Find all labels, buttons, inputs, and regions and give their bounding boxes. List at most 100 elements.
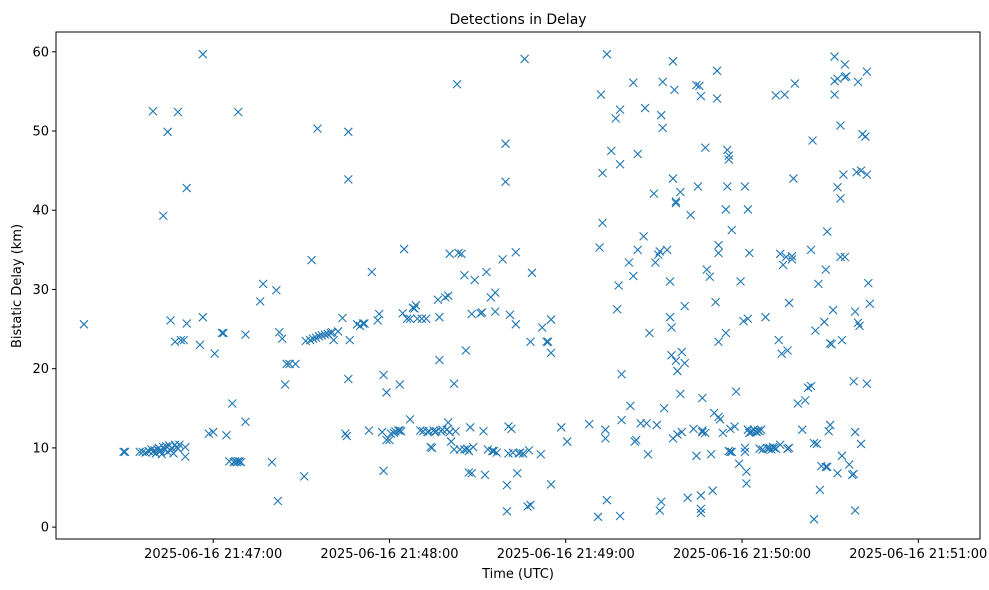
data-point xyxy=(721,205,731,214)
data-point xyxy=(382,435,391,445)
data-point xyxy=(314,331,324,341)
data-point xyxy=(828,305,838,315)
data-point xyxy=(811,326,820,336)
data-point xyxy=(625,401,635,411)
data-point xyxy=(271,285,281,295)
data-point xyxy=(655,506,665,515)
data-point xyxy=(455,445,465,454)
data-point xyxy=(696,491,706,500)
data-point xyxy=(445,249,455,259)
data-point xyxy=(677,427,687,437)
data-point xyxy=(267,457,277,467)
data-point xyxy=(853,77,863,87)
data-point xyxy=(176,335,186,345)
data-point xyxy=(800,395,810,405)
data-point xyxy=(222,430,231,440)
data-point xyxy=(722,145,732,155)
data-point xyxy=(740,443,750,453)
y-tick-label: 20 xyxy=(32,362,49,377)
data-point xyxy=(180,442,190,452)
data-point xyxy=(490,288,500,298)
data-point xyxy=(631,435,641,445)
data-point xyxy=(700,428,710,438)
data-point xyxy=(601,434,610,443)
data-point xyxy=(435,312,444,322)
data-point xyxy=(849,469,859,479)
data-point xyxy=(492,448,502,458)
data-point xyxy=(849,376,859,386)
data-point xyxy=(511,247,521,257)
data-point xyxy=(742,467,751,477)
data-point xyxy=(452,79,462,89)
data-point xyxy=(662,245,672,255)
data-point xyxy=(615,105,625,115)
data-point xyxy=(850,307,860,317)
data-point xyxy=(822,227,832,237)
data-point xyxy=(722,182,732,191)
data-point xyxy=(518,449,528,458)
data-point xyxy=(526,500,535,510)
y-tick-label: 0 xyxy=(41,521,49,536)
data-point xyxy=(421,314,431,324)
data-point xyxy=(825,420,835,430)
data-point xyxy=(556,422,566,432)
data-point xyxy=(411,300,421,310)
data-point xyxy=(182,183,192,193)
data-point xyxy=(527,268,537,278)
data-point xyxy=(827,339,837,349)
data-point xyxy=(715,414,725,424)
data-point xyxy=(329,335,339,345)
data-point xyxy=(744,248,754,258)
data-point xyxy=(615,159,625,169)
data-point xyxy=(280,380,290,389)
data-point xyxy=(417,314,427,324)
data-point xyxy=(432,426,441,436)
data-point xyxy=(650,258,660,267)
data-point xyxy=(173,107,183,117)
data-point xyxy=(427,443,437,453)
data-point xyxy=(457,249,466,259)
data-point xyxy=(671,198,681,208)
y-tick-label: 60 xyxy=(32,45,49,60)
data-point xyxy=(725,447,735,457)
data-point xyxy=(606,146,616,156)
data-point xyxy=(233,456,243,466)
data-point xyxy=(377,427,387,437)
data-point xyxy=(696,504,706,514)
data-point xyxy=(395,380,405,389)
data-point xyxy=(219,328,228,338)
data-point xyxy=(305,335,315,345)
data-point xyxy=(815,485,825,495)
data-point xyxy=(379,370,388,380)
data-point xyxy=(821,462,831,472)
data-point xyxy=(793,399,803,408)
data-point xyxy=(507,424,516,434)
data-point xyxy=(734,459,744,469)
data-point xyxy=(546,479,556,489)
data-point xyxy=(470,275,480,285)
data-point xyxy=(482,267,491,277)
data-point xyxy=(341,429,350,439)
data-point xyxy=(775,440,785,450)
y-tick-label: 30 xyxy=(32,283,49,298)
data-point xyxy=(498,254,507,264)
data-point xyxy=(655,247,665,256)
data-point xyxy=(862,170,872,179)
data-point xyxy=(291,359,300,369)
x-tick-label: 2025-06-16 21:51:00 xyxy=(849,547,987,562)
data-point xyxy=(274,327,284,337)
data-point xyxy=(833,182,842,192)
data-point xyxy=(740,182,750,191)
data-point xyxy=(433,295,443,305)
data-point xyxy=(711,297,720,307)
plot-frame xyxy=(55,31,981,540)
data-point xyxy=(273,496,283,506)
data-point xyxy=(780,90,790,99)
data-point xyxy=(443,418,453,427)
data-point xyxy=(777,349,787,359)
data-point xyxy=(756,425,766,435)
data-point xyxy=(515,448,525,458)
data-point xyxy=(665,277,675,286)
data-point xyxy=(833,74,842,84)
data-point xyxy=(724,155,734,164)
